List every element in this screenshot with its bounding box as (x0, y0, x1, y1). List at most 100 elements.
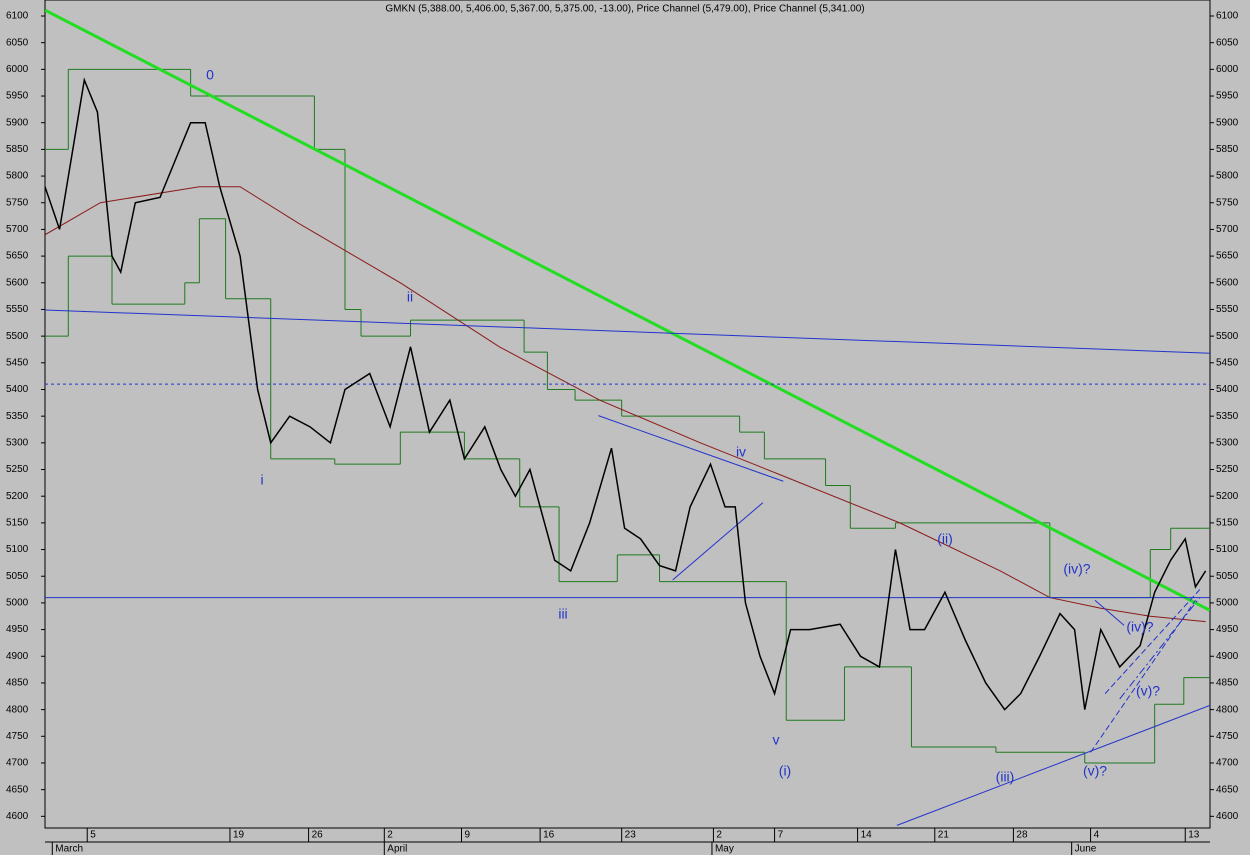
y-tick-label-right: 5550 (1216, 304, 1239, 315)
wave-label: (iv)? (1126, 619, 1153, 635)
trendline (45, 8, 1210, 612)
y-tick-label-right: 5650 (1216, 251, 1239, 262)
trendline (1094, 599, 1125, 626)
y-tick-label-left: 6000 (6, 64, 29, 75)
wave-label: (iv)? (1063, 561, 1090, 577)
y-tick-label-right: 4900 (1216, 651, 1239, 662)
y-tick-label-right: 4700 (1216, 758, 1239, 769)
y-tick-label-left: 5250 (6, 464, 29, 475)
month-label: March (55, 844, 83, 855)
wave-label: (i) (779, 763, 791, 779)
x-tick-label: 4 (1094, 830, 1100, 841)
y-tick-label-right: 5400 (1216, 384, 1239, 395)
y-tick-label-right: 5250 (1216, 464, 1239, 475)
trendline (1104, 589, 1201, 694)
y-tick-label-left: 4950 (6, 624, 29, 635)
chart-title: GMKN (5,388.00, 5,406.00, 5,367.00, 5,37… (385, 4, 864, 15)
y-tick-label-right: 5600 (1216, 277, 1239, 288)
x-tick-label: 7 (778, 830, 784, 841)
trendline (896, 704, 1210, 826)
y-tick-label-left: 4750 (6, 731, 29, 742)
y-tick-label-left: 5650 (6, 251, 29, 262)
x-tick-label: 16 (543, 830, 555, 841)
y-tick-label-left: 4650 (6, 784, 29, 795)
x-tick-label: 21 (938, 830, 950, 841)
y-tick-label-left: 5900 (6, 117, 29, 128)
y-tick-label-right: 4950 (1216, 624, 1239, 635)
x-tick-label: 19 (233, 830, 245, 841)
x-tick-label: 26 (312, 830, 324, 841)
month-label: May (715, 844, 734, 855)
x-tick-label: 2 (716, 830, 722, 841)
wave-label: ii (407, 289, 413, 305)
y-tick-label-right: 5000 (1216, 598, 1239, 609)
wave-label: (iii) (996, 769, 1015, 785)
trendline (1090, 599, 1196, 753)
y-tick-label-right: 5100 (1216, 544, 1239, 555)
x-tick-label: 13 (1188, 830, 1200, 841)
wave-label: i (260, 472, 263, 488)
month-label: June (1075, 844, 1097, 855)
x-tick-label: 28 (1016, 830, 1028, 841)
y-tick-label-left: 5550 (6, 304, 29, 315)
x-tick-label: 9 (464, 830, 470, 841)
y-tick-label-right: 5700 (1216, 224, 1239, 235)
wave-label: 0 (206, 67, 214, 83)
plot-area (45, 8, 1210, 826)
y-tick-label-right: 6100 (1216, 11, 1239, 22)
y-tick-label-left: 4700 (6, 758, 29, 769)
wave-label: iv (736, 444, 746, 460)
x-tick-label: 23 (625, 830, 637, 841)
y-tick-label-right: 5850 (1216, 144, 1239, 155)
y-tick-label-right: 5800 (1216, 171, 1239, 182)
y-tick-label-right: 6050 (1216, 37, 1239, 48)
y-tick-label-left: 5200 (6, 491, 29, 502)
y-tick-label-left: 5850 (6, 144, 29, 155)
y-tick-label-left: 5950 (6, 91, 29, 102)
y-tick-label-left: 5500 (6, 331, 29, 342)
y-tick-label-right: 6000 (1216, 64, 1239, 75)
y-tick-label-left: 5150 (6, 518, 29, 529)
y-tick-label-right: 5900 (1216, 117, 1239, 128)
y-tick-label-right: 5950 (1216, 91, 1239, 102)
y-tick-label-left: 5800 (6, 171, 29, 182)
wave-label: iii (558, 606, 567, 622)
x-tick-label: 14 (861, 830, 873, 841)
trendline (672, 502, 764, 581)
price-line (45, 77, 1207, 711)
y-tick-label-right: 5200 (1216, 491, 1239, 502)
y-tick-label-right: 4750 (1216, 731, 1239, 742)
y-tick-label-right: 5050 (1216, 571, 1239, 582)
y-tick-label-left: 4600 (6, 811, 29, 822)
y-tick-label-left: 5450 (6, 357, 29, 368)
y-tick-label-left: 5300 (6, 437, 29, 448)
y-tick-label-right: 5500 (1216, 331, 1239, 342)
x-tick-label: 5 (90, 830, 96, 841)
month-label: April (387, 844, 407, 855)
y-tick-label-right: 5450 (1216, 357, 1239, 368)
y-tick-label-right: 4850 (1216, 678, 1239, 689)
y-tick-label-right: 5300 (1216, 437, 1239, 448)
y-tick-label-right: 5350 (1216, 411, 1239, 422)
y-tick-label-right: 4600 (1216, 811, 1239, 822)
wave-label: (ii) (937, 531, 953, 547)
y-tick-label-left: 5050 (6, 571, 29, 582)
plot-frame (44, 0, 1211, 829)
y-tick-label-left: 5400 (6, 384, 29, 395)
wave-label: (v)? (1083, 763, 1107, 779)
y-tick-label-right: 4650 (1216, 784, 1239, 795)
y-tick-label-left: 5350 (6, 411, 29, 422)
y-tick-label-left: 6050 (6, 37, 29, 48)
y-tick-label-left: 6100 (6, 11, 29, 22)
y-tick-label-right: 5150 (1216, 518, 1239, 529)
y-tick-label-left: 5700 (6, 224, 29, 235)
y-tick-label-left: 4800 (6, 704, 29, 715)
trendline (45, 309, 1210, 354)
wave-label: (v)? (1136, 683, 1160, 699)
x-tick-label: 2 (387, 830, 393, 841)
y-tick-label-left: 5000 (6, 598, 29, 609)
y-tick-label-left: 4900 (6, 651, 29, 662)
y-tick-label-left: 5100 (6, 544, 29, 555)
trendline (1119, 597, 1201, 700)
